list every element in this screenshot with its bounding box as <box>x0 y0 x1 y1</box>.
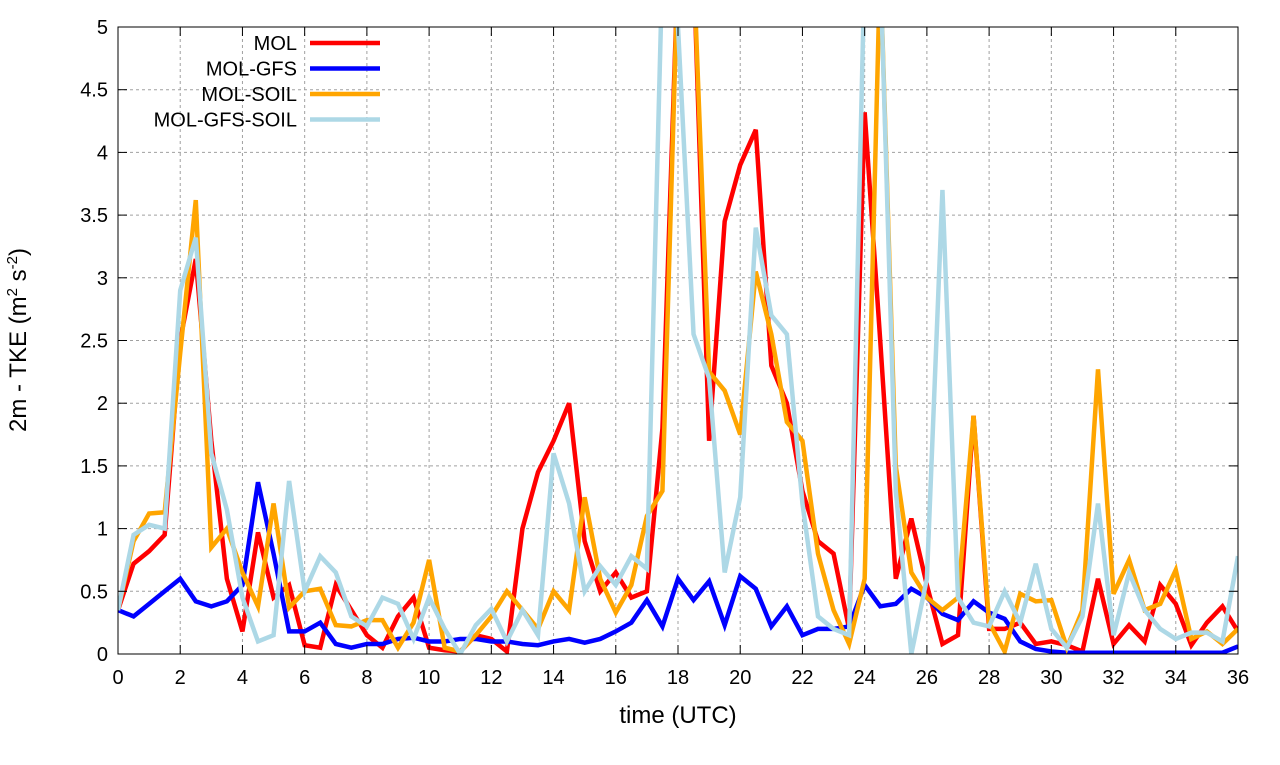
x-tick-label: 24 <box>854 667 876 689</box>
x-tick-label: 16 <box>605 667 627 689</box>
x-tick-label: 28 <box>978 667 1000 689</box>
y-tick-label: 0.5 <box>80 581 108 603</box>
x-tick-label: 4 <box>237 667 248 689</box>
x-tick-label: 22 <box>791 667 813 689</box>
y-tick-label: 1 <box>97 519 108 541</box>
legend: MOL MOL-GFS MOL-SOIL MOL-GFS-SOIL <box>154 33 380 132</box>
x-tick-label: 12 <box>480 667 502 689</box>
x-tick-label: 2 <box>175 667 186 689</box>
axis-ticks: 0 2 4 6 8 10 12 14 16 18 20 22 24 26 28 30 32 34 3600.511.… <box>80 17 1249 689</box>
x-tick-label: 8 <box>361 667 372 689</box>
y-tick-label: 3.5 <box>80 205 108 227</box>
y-tick-label: 4 <box>97 142 108 164</box>
y-axis-label: 2m - TKE (m2 s-2) <box>4 248 32 432</box>
x-tick-label: 30 <box>1040 667 1062 689</box>
x-tick-label: 26 <box>916 667 938 689</box>
legend-label: MOL-SOIL <box>201 84 297 106</box>
y-tick-label: 4.5 <box>80 80 108 102</box>
y-tick-label: 2 <box>97 393 108 415</box>
x-axis-label: time (UTC) <box>619 702 736 729</box>
x-tick-label: 32 <box>1102 667 1124 689</box>
x-tick-label: 14 <box>542 667 564 689</box>
y-tick-label: 2.5 <box>80 331 108 353</box>
y-tick-label: 5 <box>97 17 108 39</box>
x-tick-label: 6 <box>299 667 310 689</box>
x-tick-label: 20 <box>729 667 751 689</box>
x-tick-label: 34 <box>1165 667 1187 689</box>
x-tick-label: 18 <box>667 667 689 689</box>
legend-label: MOL <box>254 33 297 55</box>
x-tick-label: 10 <box>418 667 440 689</box>
x-tick-label: 0 <box>112 667 123 689</box>
x-tick-label: 36 <box>1227 667 1249 689</box>
legend-label: MOL-GFS <box>206 59 297 81</box>
legend-label: MOL-GFS-SOIL <box>154 110 297 132</box>
y-tick-label: 0 <box>97 644 108 666</box>
y-tick-label: 1.5 <box>80 456 108 478</box>
series-line-mol-gfs-soil <box>118 27 1238 654</box>
y-tick-label: 3 <box>97 268 108 290</box>
